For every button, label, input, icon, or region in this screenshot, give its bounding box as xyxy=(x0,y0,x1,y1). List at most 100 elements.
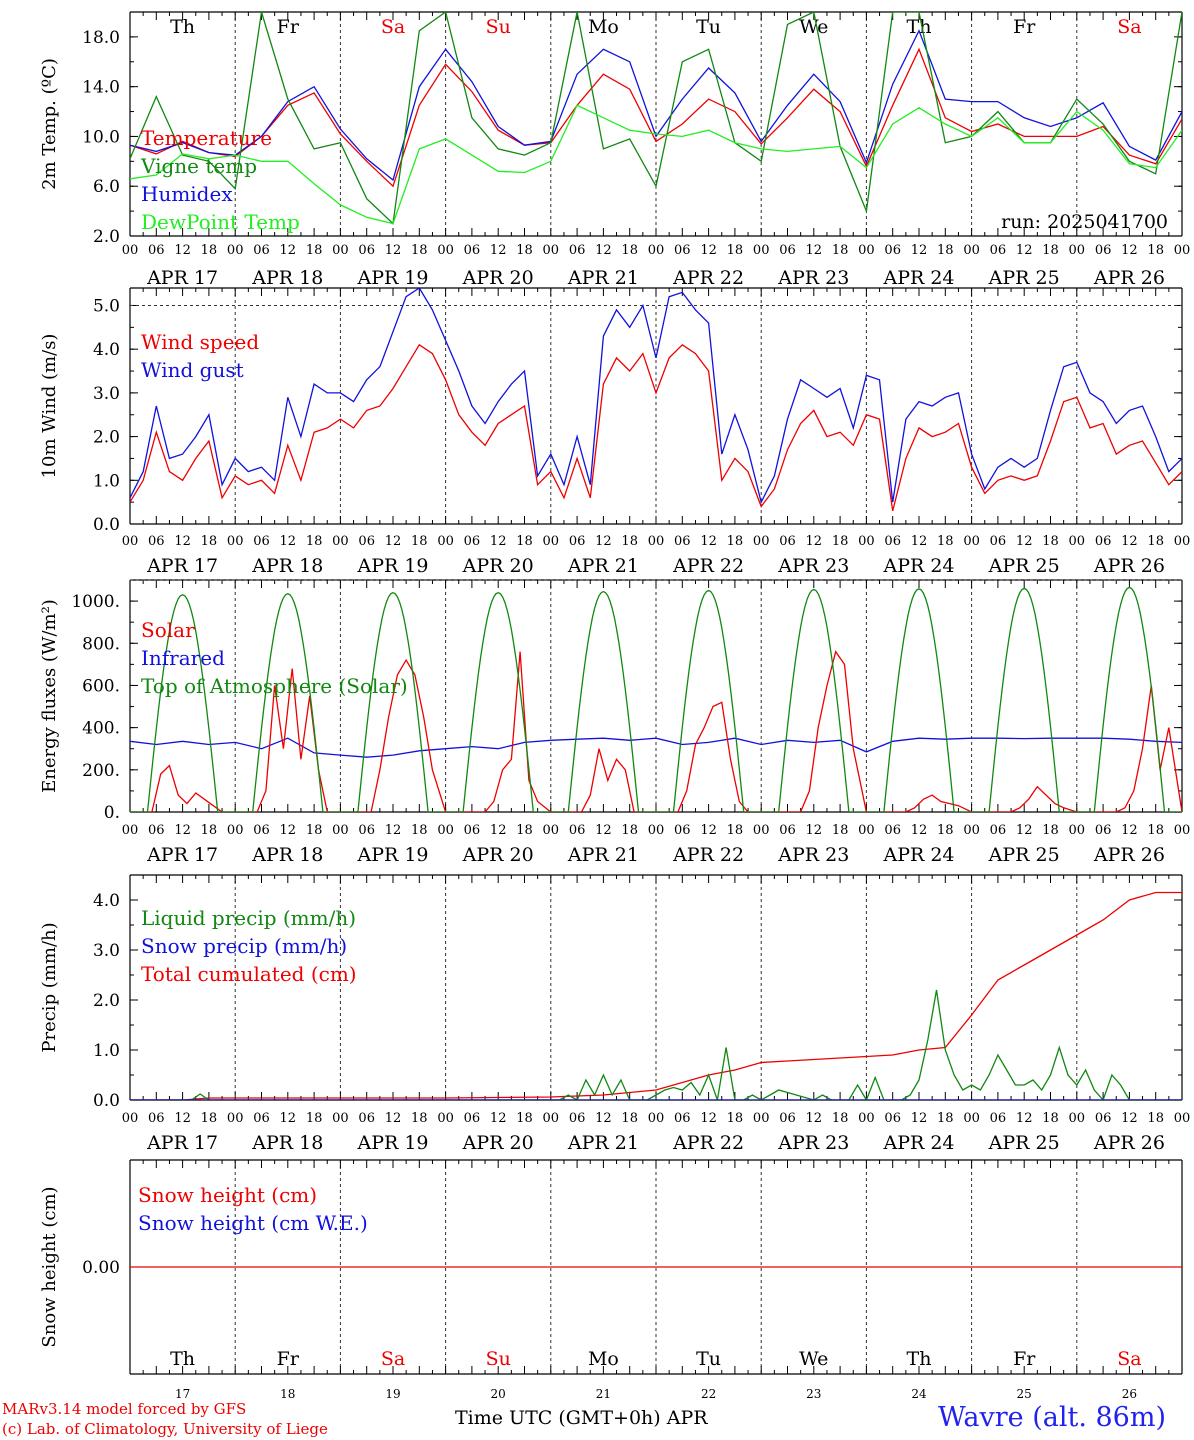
date-label: APR 21 xyxy=(567,555,639,577)
legend-entry: Infrared xyxy=(141,646,225,670)
x-tick-label: 12 xyxy=(595,823,612,838)
x-tick-label: 06 xyxy=(1095,534,1112,549)
x-tick-label: 00 xyxy=(332,1111,349,1126)
x-tick-label: 00 xyxy=(1069,534,1086,549)
day-name-label: Su xyxy=(486,16,511,38)
x-tick-label: 18 xyxy=(727,823,744,838)
y-tick-label: 4.0 xyxy=(93,340,120,360)
x-tick-label: 18 xyxy=(201,1111,218,1126)
day-name-label: Sa xyxy=(1117,1348,1141,1370)
x-tick-label: 12 xyxy=(385,243,402,258)
y-axis-label: 10m Wind (m/s) xyxy=(39,334,60,479)
series-line-solar xyxy=(130,650,1182,812)
date-label: APR 21 xyxy=(567,267,639,289)
model-credit: MARv3.14 model forced by GFS xyxy=(2,1400,247,1418)
x-tick-label: 00 xyxy=(437,823,454,838)
x-tick-label: 18 xyxy=(411,1111,428,1126)
y-tick-label: 1000. xyxy=(71,592,120,612)
x-tick-label: 00 xyxy=(437,1111,454,1126)
x-tick-label: 00 xyxy=(1069,243,1086,258)
date-label: APR 26 xyxy=(1093,1132,1165,1154)
x-tick-label: 00 xyxy=(648,1111,665,1126)
day-name-label: Sa xyxy=(1117,16,1141,38)
legend-entry: Liquid precip (mm/h) xyxy=(141,906,356,930)
day-number-label: 26 xyxy=(1122,1387,1137,1400)
x-tick-label: 12 xyxy=(385,534,402,549)
date-label: APR 23 xyxy=(777,1132,849,1154)
x-tick-label: 12 xyxy=(174,1111,191,1126)
day-name-label: Sa xyxy=(381,16,405,38)
x-tick-label: 00 xyxy=(1174,823,1191,838)
x-tick-label: 18 xyxy=(1147,1111,1164,1126)
x-tick-label: 18 xyxy=(621,823,638,838)
x-tick-label: 06 xyxy=(779,243,796,258)
date-label: APR 26 xyxy=(1093,844,1165,866)
y-tick-label: 6.0 xyxy=(93,177,120,197)
day-name-label: Tu xyxy=(696,16,721,38)
x-tick-label: 18 xyxy=(516,243,533,258)
legend-entry: DewPoint Temp xyxy=(141,210,300,234)
lab-credit: (c) Lab. of Climatology, University of L… xyxy=(2,1420,328,1438)
x-tick-label: 00 xyxy=(227,243,244,258)
x-tick-label: 12 xyxy=(595,243,612,258)
x-tick-label: 00 xyxy=(332,823,349,838)
x-tick-label: 12 xyxy=(911,243,928,258)
x-axis-label: Time UTC (GMT+0h) APR xyxy=(455,1407,708,1429)
x-tick-label: 12 xyxy=(280,1111,297,1126)
x-tick-label: 06 xyxy=(464,1111,481,1126)
x-tick-label: 18 xyxy=(306,823,323,838)
day-name-label: Mo xyxy=(588,1348,619,1370)
x-tick-label: 18 xyxy=(516,534,533,549)
x-tick-label: 00 xyxy=(437,534,454,549)
date-label: APR 24 xyxy=(882,555,954,577)
x-tick-label: 18 xyxy=(306,534,323,549)
x-tick-label: 00 xyxy=(753,243,770,258)
date-label: APR 20 xyxy=(462,1132,534,1154)
x-tick-label: 12 xyxy=(595,534,612,549)
date-label: APR 19 xyxy=(356,844,428,866)
x-tick-label: 00 xyxy=(963,243,980,258)
x-tick-label: 00 xyxy=(1174,534,1191,549)
date-label: APR 17 xyxy=(146,1132,218,1154)
y-tick-label: 200. xyxy=(82,761,120,781)
y-axis-label: 2m Temp. (ºC) xyxy=(39,58,60,190)
date-label: APR 18 xyxy=(251,555,323,577)
day-name-label: We xyxy=(799,16,828,38)
series-line-top-of-atmosphere-solar- xyxy=(130,586,1182,812)
legend-entry: Top of Atmosphere (Solar) xyxy=(141,674,408,698)
x-tick-label: 00 xyxy=(963,823,980,838)
x-tick-label: 00 xyxy=(122,534,139,549)
series-line-temperature xyxy=(130,47,1182,188)
date-label: APR 17 xyxy=(146,555,218,577)
x-tick-label: 06 xyxy=(148,823,165,838)
date-label: APR 18 xyxy=(251,844,323,866)
legend-entry: Snow height (cm) xyxy=(138,1183,317,1207)
x-tick-label: 12 xyxy=(385,823,402,838)
x-tick-label: 00 xyxy=(122,1111,139,1126)
x-tick-label: 12 xyxy=(806,534,823,549)
day-number-label: 23 xyxy=(806,1387,821,1400)
x-tick-label: 06 xyxy=(884,243,901,258)
x-tick-label: 00 xyxy=(963,1111,980,1126)
date-label: APR 22 xyxy=(672,844,744,866)
x-tick-label: 18 xyxy=(411,534,428,549)
y-tick-label: 3.0 xyxy=(93,941,120,961)
series-line-wind-speed xyxy=(130,343,1182,512)
x-tick-label: 18 xyxy=(1147,243,1164,258)
x-tick-label: 18 xyxy=(832,1111,849,1126)
y-tick-label: 0.0 xyxy=(93,1091,120,1111)
x-tick-label: 06 xyxy=(1095,1111,1112,1126)
x-tick-label: 12 xyxy=(1121,1111,1138,1126)
panel-snow: 0.00 Snow height (cm) Th Fr Sa Su Mo Tu We Th Fr Sa… xyxy=(39,1159,1183,1400)
x-tick-label: 18 xyxy=(201,243,218,258)
date-label: APR 25 xyxy=(988,555,1060,577)
x-tick-label: 00 xyxy=(227,1111,244,1126)
x-tick-label: 06 xyxy=(253,243,270,258)
x-tick-label: 12 xyxy=(490,534,507,549)
series-line-wind-gust xyxy=(130,288,1182,504)
x-tick-label: 06 xyxy=(464,534,481,549)
x-tick-label: 00 xyxy=(227,823,244,838)
legend-entry: Temperature xyxy=(141,126,272,150)
series-line-humidex xyxy=(130,29,1182,182)
x-tick-label: 00 xyxy=(963,534,980,549)
